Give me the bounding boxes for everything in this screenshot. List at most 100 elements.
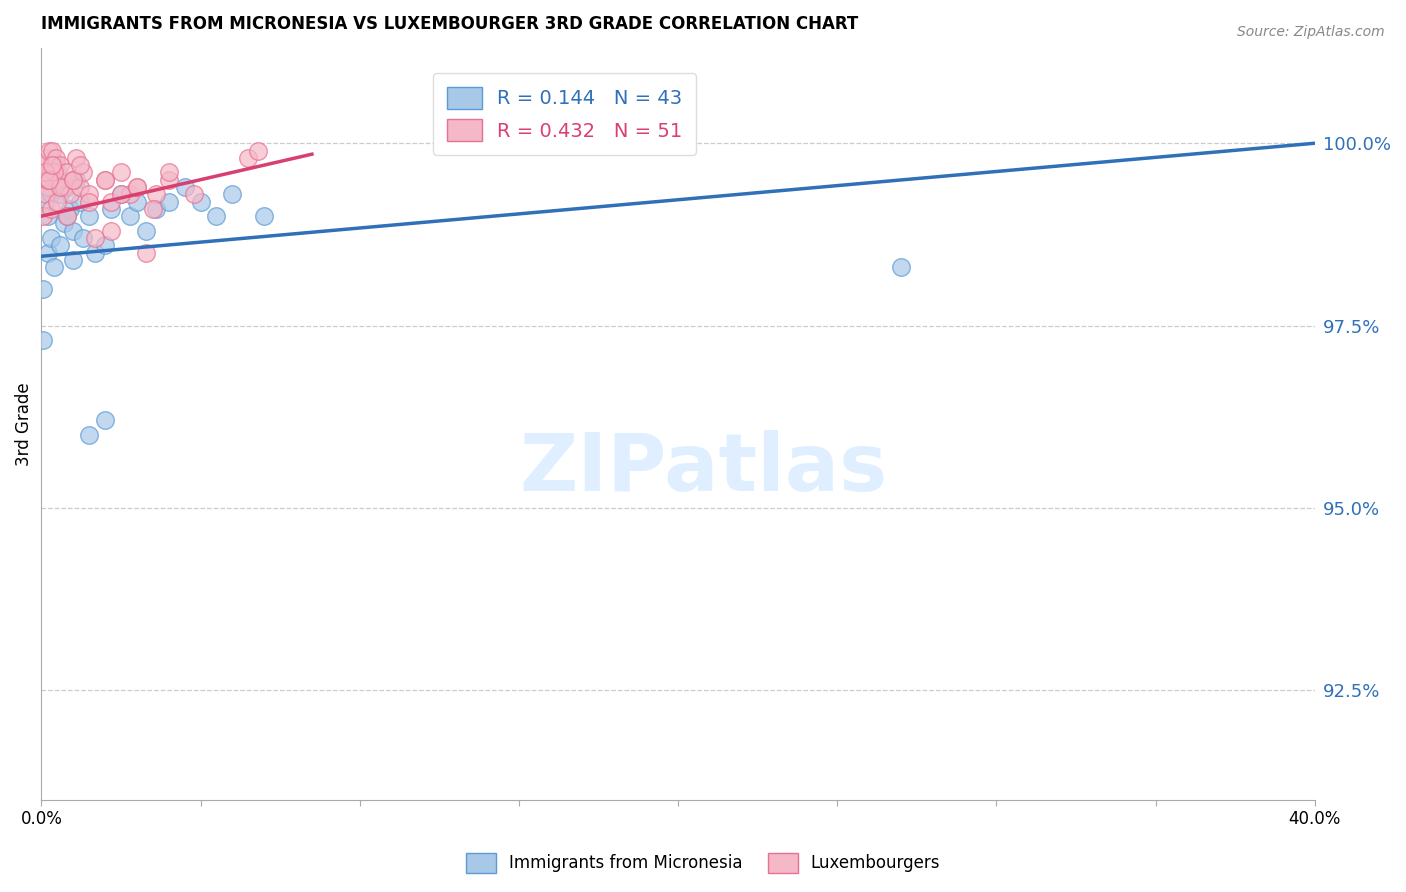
Point bbox=[42, 172, 65, 186]
Point bbox=[32, 172, 55, 186]
Point bbox=[39, 202, 62, 216]
Point bbox=[100, 194, 122, 209]
Point bbox=[56, 165, 79, 179]
Legend: Immigrants from Micronesia, Luxembourgers: Immigrants from Micronesia, Luxembourger… bbox=[458, 847, 948, 880]
Point bbox=[238, 151, 260, 165]
Point bbox=[38, 172, 60, 186]
Point bbox=[69, 180, 91, 194]
Point bbox=[34, 158, 56, 172]
Point bbox=[56, 180, 79, 194]
Point bbox=[120, 209, 142, 223]
Point bbox=[94, 238, 117, 252]
Point bbox=[125, 194, 148, 209]
Point bbox=[221, 187, 243, 202]
Point bbox=[157, 172, 180, 186]
Point bbox=[35, 172, 58, 186]
Point bbox=[49, 180, 72, 194]
Point bbox=[246, 144, 269, 158]
Point bbox=[37, 180, 59, 194]
Point bbox=[35, 187, 58, 202]
Point bbox=[84, 245, 107, 260]
Point bbox=[100, 224, 122, 238]
Point bbox=[42, 260, 65, 275]
Point bbox=[62, 172, 84, 186]
Point bbox=[183, 187, 205, 202]
Point bbox=[84, 231, 107, 245]
Point bbox=[110, 165, 132, 179]
Point bbox=[38, 144, 60, 158]
Legend: R = 0.144   N = 43, R = 0.432   N = 51: R = 0.144 N = 43, R = 0.432 N = 51 bbox=[433, 73, 696, 155]
Point bbox=[34, 194, 56, 209]
Point bbox=[46, 194, 69, 209]
Point bbox=[157, 194, 180, 209]
Point bbox=[65, 151, 87, 165]
Point bbox=[41, 158, 63, 172]
Point bbox=[39, 165, 62, 179]
Point bbox=[52, 217, 75, 231]
Point bbox=[41, 151, 63, 165]
Point bbox=[42, 165, 65, 179]
Point bbox=[32, 333, 55, 347]
Point bbox=[49, 187, 72, 202]
Point bbox=[253, 209, 276, 223]
Point bbox=[94, 413, 117, 427]
Point bbox=[37, 245, 59, 260]
Point bbox=[52, 180, 75, 194]
Point bbox=[32, 209, 55, 223]
Point bbox=[49, 158, 72, 172]
Point bbox=[62, 172, 84, 186]
Point bbox=[110, 187, 132, 202]
Text: Source: ZipAtlas.com: Source: ZipAtlas.com bbox=[1237, 25, 1385, 39]
Point bbox=[45, 151, 67, 165]
Point bbox=[77, 187, 100, 202]
Point bbox=[69, 194, 91, 209]
Point bbox=[77, 428, 100, 442]
Point bbox=[56, 209, 79, 223]
Point bbox=[94, 172, 117, 186]
Point bbox=[37, 209, 59, 223]
Point bbox=[39, 187, 62, 202]
Point bbox=[59, 187, 82, 202]
Point bbox=[65, 172, 87, 186]
Y-axis label: 3rd Grade: 3rd Grade bbox=[15, 382, 32, 466]
Point bbox=[110, 187, 132, 202]
Point bbox=[45, 158, 67, 172]
Text: IMMIGRANTS FROM MICRONESIA VS LUXEMBOURGER 3RD GRADE CORRELATION CHART: IMMIGRANTS FROM MICRONESIA VS LUXEMBOURG… bbox=[41, 15, 859, 33]
Point bbox=[205, 209, 228, 223]
Point bbox=[46, 165, 69, 179]
Point bbox=[94, 172, 117, 186]
Point bbox=[34, 165, 56, 179]
Point bbox=[190, 194, 212, 209]
Point bbox=[145, 202, 167, 216]
Point bbox=[157, 165, 180, 179]
Point bbox=[72, 165, 94, 179]
Point bbox=[38, 165, 60, 179]
Point bbox=[173, 180, 195, 194]
Point bbox=[142, 202, 165, 216]
Point bbox=[46, 172, 69, 186]
Point bbox=[62, 224, 84, 238]
Point bbox=[49, 238, 72, 252]
Point bbox=[41, 144, 63, 158]
Point bbox=[62, 252, 84, 267]
Point bbox=[39, 231, 62, 245]
Point bbox=[135, 224, 157, 238]
Point bbox=[56, 209, 79, 223]
Point bbox=[120, 187, 142, 202]
Point bbox=[77, 209, 100, 223]
Point bbox=[35, 151, 58, 165]
Point bbox=[32, 282, 55, 296]
Point bbox=[42, 158, 65, 172]
Point bbox=[100, 202, 122, 216]
Point bbox=[135, 245, 157, 260]
Point bbox=[69, 158, 91, 172]
Text: ZIPatlas: ZIPatlas bbox=[519, 430, 887, 508]
Point bbox=[72, 231, 94, 245]
Point bbox=[125, 180, 148, 194]
Point bbox=[145, 187, 167, 202]
Point bbox=[77, 194, 100, 209]
Point bbox=[59, 202, 82, 216]
Point bbox=[890, 260, 912, 275]
Point bbox=[125, 180, 148, 194]
Point bbox=[37, 172, 59, 186]
